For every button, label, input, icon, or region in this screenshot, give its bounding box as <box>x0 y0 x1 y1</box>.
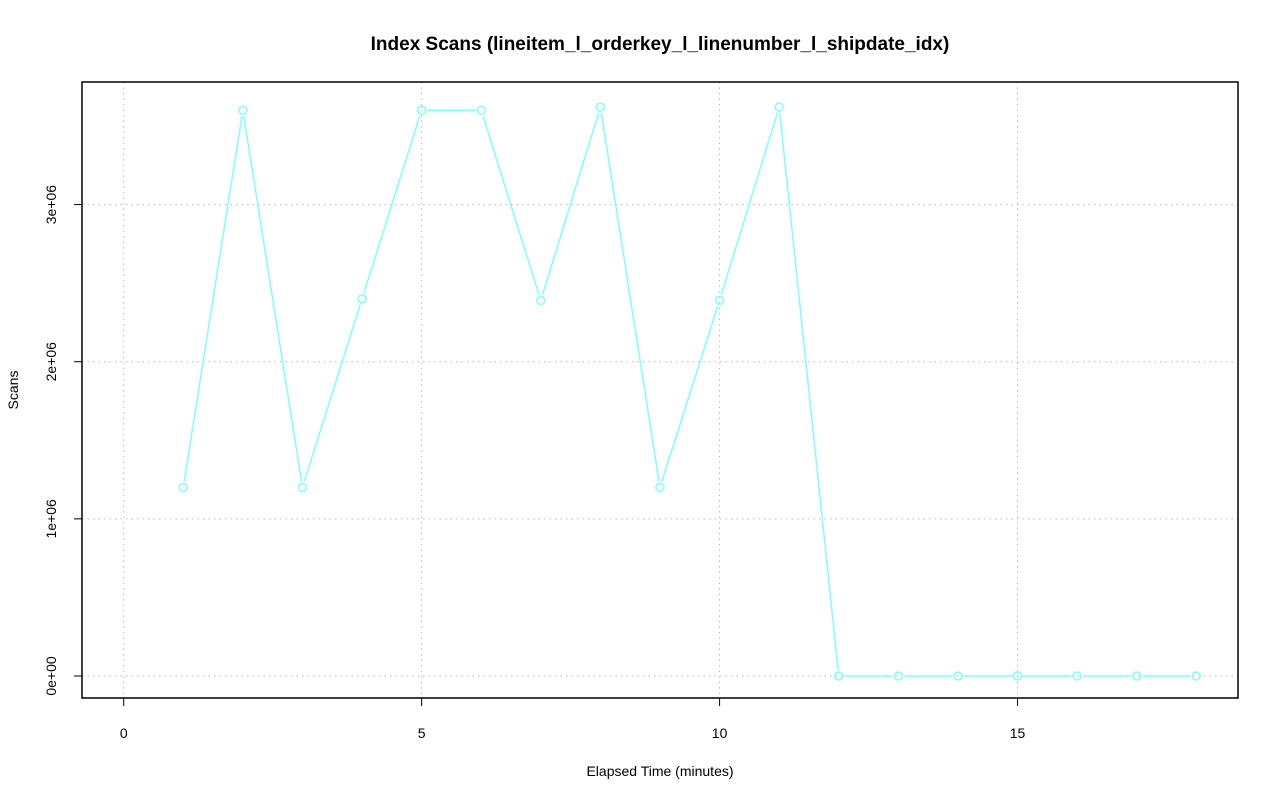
series-line-segment <box>779 113 839 671</box>
data-point <box>774 102 784 112</box>
x-tick-label: 0 <box>120 725 128 741</box>
data-point <box>238 105 248 116</box>
y-tick-label: 1e+06 <box>43 499 59 539</box>
x-tick-label: 15 <box>1010 725 1026 741</box>
data-point <box>1012 671 1023 681</box>
y-tick-label: 2e+06 <box>43 342 59 382</box>
data-point <box>953 671 963 681</box>
data-point <box>416 105 427 116</box>
x-axis-label: Elapsed Time (minutes) <box>586 763 733 779</box>
series-line-segment <box>363 115 421 294</box>
y-axis-label: Scans <box>5 371 21 410</box>
series-line-segment <box>482 115 540 295</box>
data-point <box>357 294 367 304</box>
data-point <box>536 295 546 306</box>
data-point <box>1131 671 1142 681</box>
data-point <box>595 102 606 112</box>
series-line-segment <box>720 112 779 295</box>
series-line-segment <box>541 112 600 295</box>
data-point <box>834 671 844 681</box>
series-line-segment <box>661 305 719 482</box>
data-point <box>297 482 308 493</box>
data-point <box>476 105 486 116</box>
plot-frame <box>81 81 1239 699</box>
x-tick-label: 10 <box>712 725 728 741</box>
y-tick-label: 3e+06 <box>43 185 59 225</box>
series-line-segment <box>303 304 361 482</box>
x-tick-label: 5 <box>418 725 426 741</box>
x-axis: 0 5 10 15 <box>120 698 1026 741</box>
data-point <box>1072 671 1082 681</box>
chart-title: Index Scans (lineitem_l_orderkey_l_linen… <box>371 34 950 55</box>
data-point <box>178 482 189 493</box>
y-tick-label: 0e+00 <box>43 656 59 696</box>
data-point <box>893 671 904 681</box>
series-line-segment <box>600 112 660 482</box>
series-group <box>178 102 1202 681</box>
y-axis: 0e+00 1e+06 2e+06 3e+06 <box>43 185 82 696</box>
series-line-segment <box>243 116 303 482</box>
series-line-segment <box>183 116 243 482</box>
data-point <box>1191 671 1202 681</box>
data-point <box>714 295 725 306</box>
grid-lines <box>82 82 1238 698</box>
data-point <box>655 482 665 493</box>
